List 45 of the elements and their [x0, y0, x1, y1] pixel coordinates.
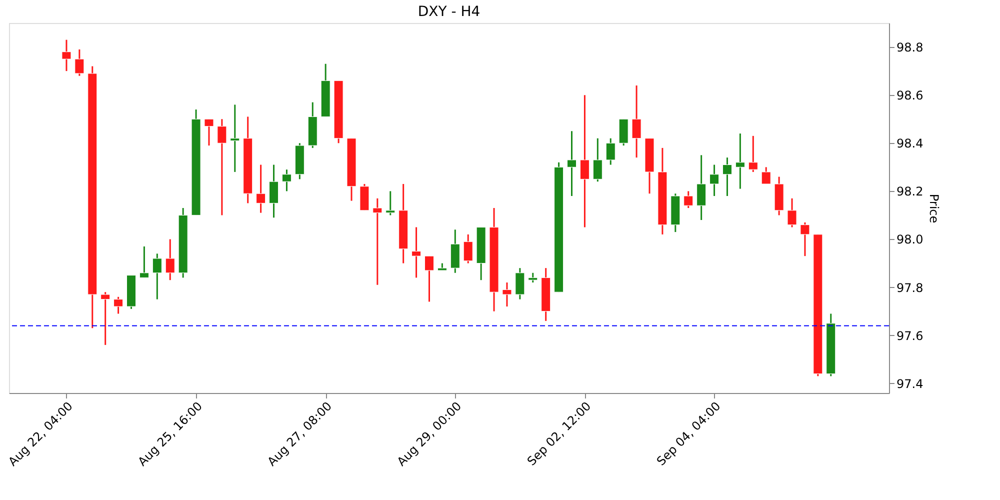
- candlestick: [567, 130, 577, 197]
- candlestick: [230, 104, 240, 173]
- candlestick: [722, 156, 732, 197]
- candlestick: [62, 39, 72, 72]
- candlestick: [787, 198, 797, 228]
- y-tick-label: 98.2: [896, 184, 924, 199]
- candlestick: [74, 48, 84, 77]
- candlestick: [204, 118, 214, 146]
- candlestick: [412, 226, 422, 278]
- candlestick: [372, 198, 382, 286]
- candlestick: [735, 132, 745, 190]
- y-tick-label: 97.4: [896, 376, 924, 391]
- candlestick: [748, 135, 758, 173]
- candlestick: [606, 138, 616, 166]
- chart-title: DXY - H4: [418, 4, 480, 20]
- candlestick: [282, 168, 292, 192]
- y-tick-label: 97.6: [896, 328, 924, 343]
- candlestick: [710, 164, 720, 197]
- candlestick: [100, 291, 110, 346]
- candlestick: [761, 166, 771, 185]
- candlestick: [139, 246, 149, 278]
- y-tick-label: 98.8: [896, 40, 924, 55]
- candlestick: [386, 190, 396, 216]
- candlestick: [424, 255, 434, 302]
- candlestick: [269, 164, 279, 218]
- candlestick: [165, 238, 175, 281]
- y-tick-label: 98.0: [896, 232, 924, 247]
- candlestick: [463, 234, 473, 264]
- candlestick: [580, 94, 590, 228]
- y-axis-title: Price: [927, 194, 942, 224]
- y-tick-label: 98.6: [896, 88, 924, 103]
- candlestick: [632, 84, 642, 158]
- candlestick: [528, 272, 538, 284]
- y-tick-label: 97.8: [896, 280, 924, 295]
- candlestick: [114, 296, 124, 314]
- candlestick: [217, 118, 227, 216]
- candlestick: [256, 164, 266, 214]
- candlestick: [684, 190, 694, 209]
- candlestick: [800, 222, 810, 257]
- candlestick: [696, 154, 706, 221]
- candlestick: [592, 138, 602, 182]
- candlestick: [502, 282, 512, 308]
- candlestick: [152, 252, 162, 300]
- y-tick-label: 98.4: [896, 136, 924, 151]
- candlestick: [515, 267, 525, 300]
